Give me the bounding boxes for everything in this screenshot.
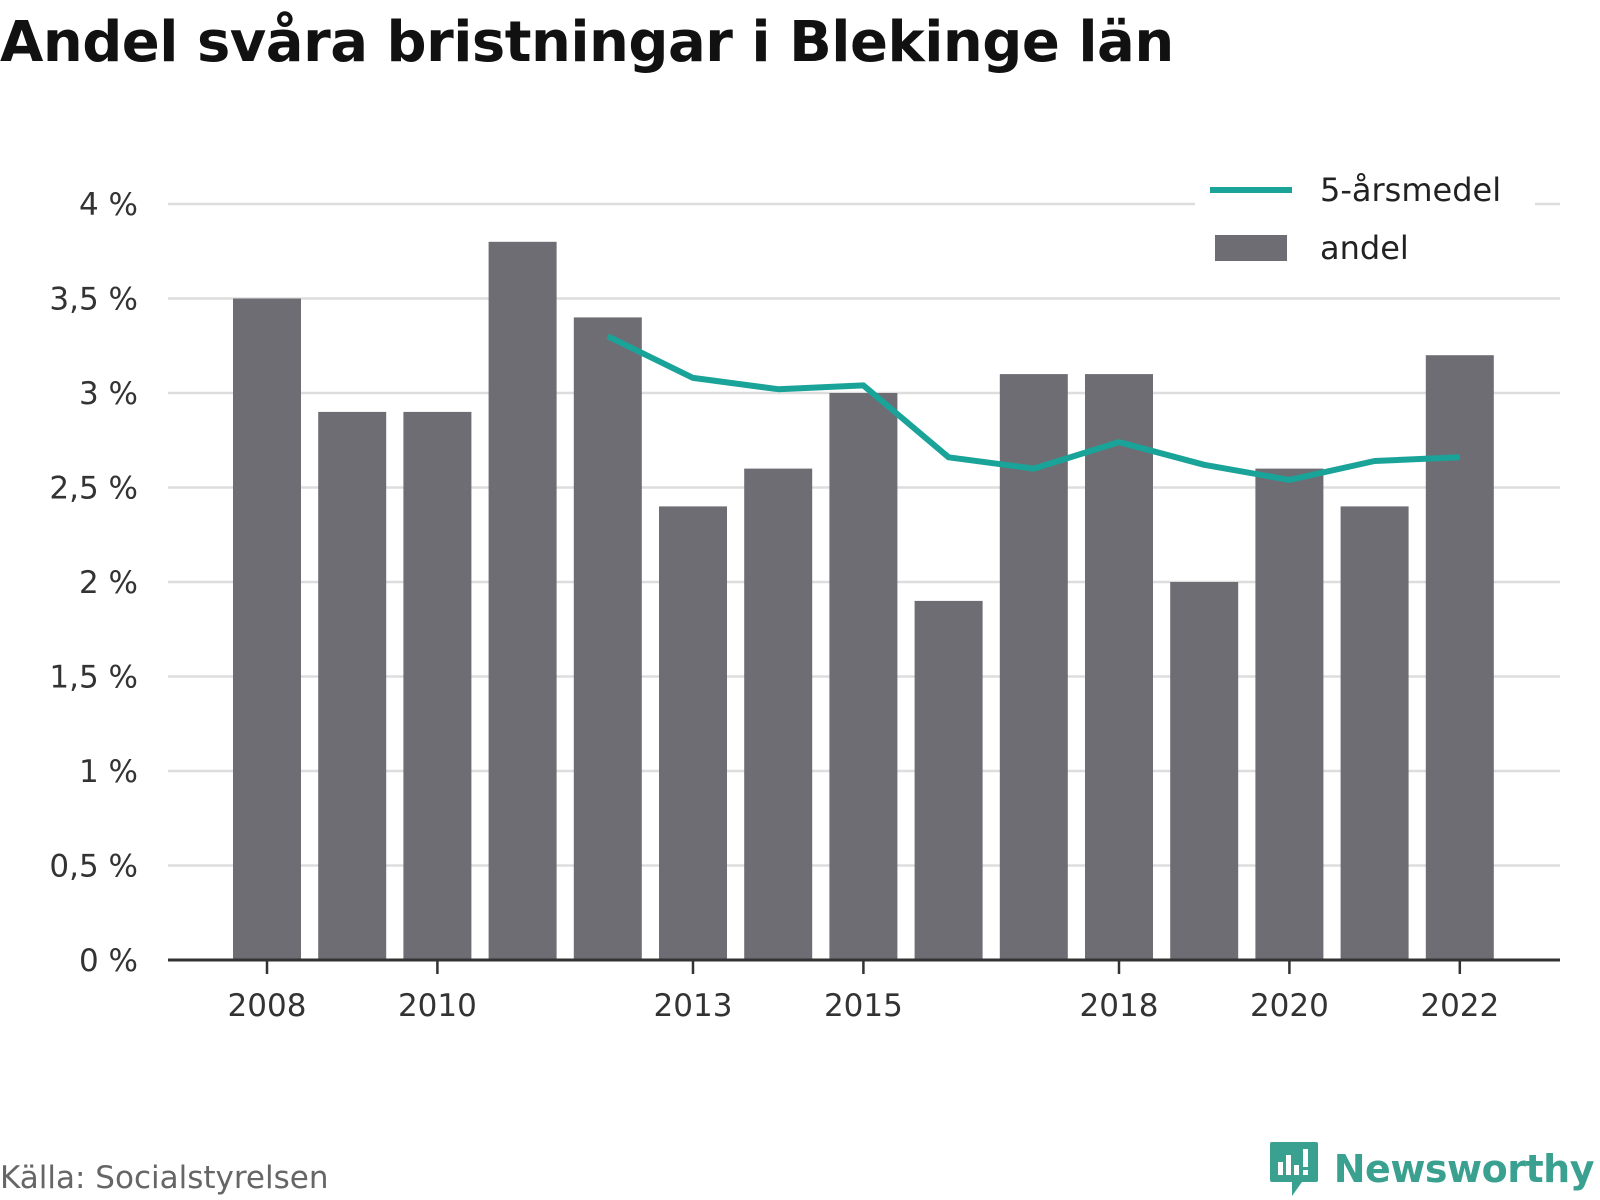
bar	[1340, 506, 1409, 960]
chart-title: Andel svåra bristningar i Blekinge län	[0, 10, 1174, 75]
x-tick-label: 2008	[228, 988, 307, 1024]
x-tick-label: 2013	[654, 988, 733, 1024]
brand: Newsworthy	[1268, 1140, 1595, 1198]
y-tick-label: 2 %	[79, 565, 138, 601]
bar	[573, 317, 642, 960]
legend-label: 5-årsmedel	[1320, 171, 1501, 209]
bar	[1170, 582, 1239, 960]
axes: 0 % 0,5 % 1 % 1,5 % 2 % 2,5 % 3 % 3,5 % 4 % 2008 2…	[49, 187, 1560, 1024]
bar	[318, 411, 387, 960]
x-tick-label: 2018	[1080, 988, 1159, 1024]
bar	[488, 241, 557, 961]
y-tick-label: 0,5 %	[49, 849, 138, 885]
y-tick-label: 0 %	[79, 943, 138, 979]
y-tick-label: 3 %	[79, 376, 138, 412]
legend-label: andel	[1320, 229, 1409, 267]
brand-name: Newsworthy	[1333, 1147, 1595, 1191]
y-tick-label: 2,5 %	[49, 471, 138, 507]
y-tick-label: 3,5 %	[49, 282, 138, 318]
bar	[403, 411, 472, 960]
x-tick-label: 2022	[1420, 988, 1499, 1024]
bar	[914, 600, 983, 960]
bar	[659, 506, 727, 960]
y-tick-label: 4 %	[79, 187, 138, 223]
y-tick-label: 1 %	[79, 754, 138, 790]
moving-average-line	[606, 333, 1460, 483]
source-note: Källa: Socialstyrelsen	[0, 1160, 329, 1196]
bar	[233, 298, 301, 960]
x-tick-label: 2020	[1250, 988, 1329, 1024]
bar	[1425, 355, 1494, 960]
legend: 5-årsmedel andel	[1195, 165, 1535, 280]
bar	[1255, 468, 1324, 960]
bar	[829, 393, 898, 960]
bar-series	[233, 241, 1494, 961]
x-tick-label: 2015	[824, 988, 903, 1024]
bar	[744, 468, 813, 960]
bar	[1085, 374, 1153, 961]
newsworthy-logo-icon	[1269, 1142, 1318, 1196]
line-series	[606, 333, 1460, 483]
bar	[999, 374, 1068, 961]
legend-swatch-bar	[1215, 235, 1287, 261]
x-tick-label: 2010	[398, 988, 477, 1024]
y-tick-label: 1,5 %	[49, 660, 138, 696]
